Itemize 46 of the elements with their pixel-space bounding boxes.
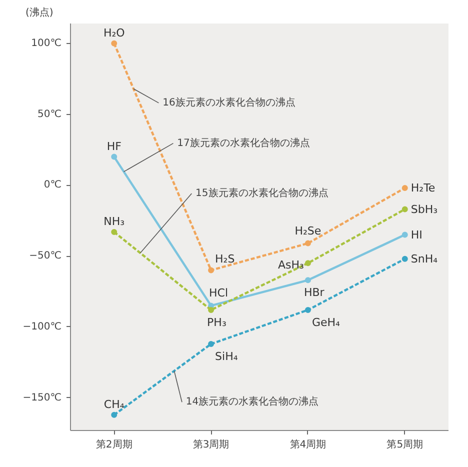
series-label: 16族元素の水素化合物の沸点 [162,96,296,108]
point [304,306,311,313]
annotation: H₂Te [410,182,436,194]
point [111,412,118,418]
annotation: CH₄ [104,398,125,411]
annotation: HBr [304,286,325,300]
annotation: HI [410,228,422,242]
x-tick-label: 第2周期 [96,438,132,450]
annotation: AsH₃ [278,258,304,272]
point [402,232,408,238]
annotation: HCl [209,286,228,300]
x-tick-label: 第5周期 [386,438,424,450]
x-tick-label: 第3周期 [192,438,230,450]
text: 14族元素の水素化合物の沸点 [186,396,319,408]
text: 17族元素の水素化合物の沸点 [177,136,310,149]
annotation: HF [106,140,122,153]
annotation: H₂Se [294,224,322,238]
y-tick-label: 0℃ [44,180,62,191]
point [208,341,214,347]
point [304,260,311,266]
x-tick-label: 第4周期 [290,438,326,450]
text: 15族元素の水素化合物の沸点 [196,186,328,199]
y-axis-title: (沸点) [26,6,54,18]
point [111,228,118,235]
annotation: H₂S [215,252,235,266]
point [402,185,408,191]
y-tick-label: −50℃ [29,250,62,262]
y-tick-label: 50℃ [38,108,62,120]
annotation: PH₃ [207,316,226,329]
point [402,256,408,262]
annotation: GeH₄ [312,316,341,329]
point [304,240,311,246]
point [111,154,118,160]
point [208,267,214,274]
annotation: SnH₄ [410,252,438,266]
y-tick-label: −100℃ [22,321,62,332]
y-tick-label: 100℃ [31,38,62,49]
annotation: NH₃ [104,214,125,228]
annotation: SbH₃ [410,202,438,216]
annotation: H₂O [103,26,126,40]
annotation: SiH₄ [215,350,238,363]
point [304,277,311,284]
y-tick-label: −150℃ [22,392,62,404]
point [402,206,408,212]
point [111,40,118,46]
point [208,306,214,313]
